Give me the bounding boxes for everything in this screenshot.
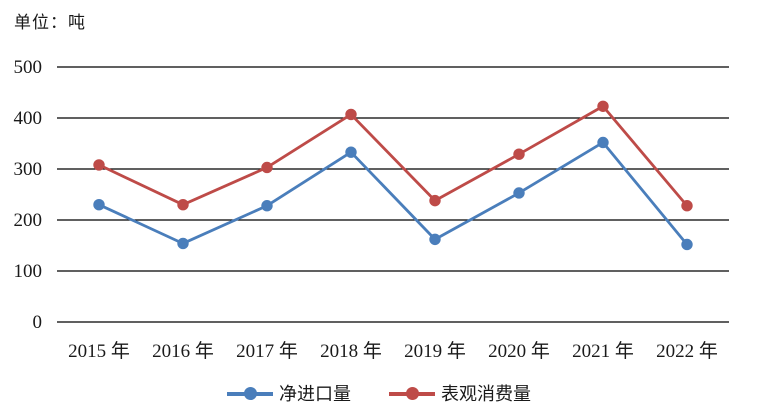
legend-item-apparent-consumption: 表观消费量: [389, 380, 531, 406]
chart-legend: 净进口量 表观消费量: [0, 378, 758, 408]
legend-label-net-imports: 净进口量: [279, 384, 351, 404]
data-point-marker: [597, 100, 609, 112]
data-point-marker: [345, 146, 357, 158]
line-marker-icon: [227, 386, 273, 400]
x-axis-tick-label: 2015 年: [68, 340, 130, 362]
legend-label-apparent-consumption: 表观消费量: [441, 384, 531, 404]
data-point-marker: [429, 194, 441, 207]
x-axis-tick-label: 2019 年: [404, 340, 466, 362]
data-point-marker: [261, 161, 273, 174]
x-axis-tick-label: 2017 年: [236, 340, 298, 362]
x-axis-tick-label: 2022 年: [656, 340, 718, 362]
data-point-marker: [177, 199, 189, 211]
data-point-marker: [681, 200, 693, 212]
x-axis-tick-label: 2021 年: [572, 340, 634, 362]
data-point-marker: [429, 233, 441, 246]
data-point-marker: [513, 187, 525, 199]
x-axis-tick-label: 2016 年: [152, 340, 214, 362]
y-axis-tick-label: 300: [14, 159, 43, 180]
chart-unit-label: 单位：吨: [14, 13, 86, 32]
y-axis-tick-label: 400: [14, 108, 43, 129]
x-axis-tick-label: 2018 年: [320, 340, 382, 362]
series-line: [98, 141, 689, 246]
data-point-marker: [513, 148, 525, 160]
line-marker-icon: [389, 386, 435, 400]
y-axis-tick-label: 100: [14, 261, 43, 282]
data-point-marker: [597, 136, 609, 149]
data-point-marker: [261, 200, 273, 212]
data-point-marker: [177, 237, 189, 250]
series-line: [98, 104, 689, 207]
data-point-marker: [93, 199, 105, 211]
data-point-marker: [345, 108, 357, 121]
y-axis-tick-label: 200: [14, 210, 43, 231]
y-axis-tick-label: 500: [14, 57, 43, 78]
legend-item-net-imports: 净进口量: [227, 380, 351, 406]
data-point-marker: [681, 238, 693, 251]
data-point-marker: [93, 159, 105, 171]
y-axis-tick-label: 0: [33, 312, 43, 333]
x-axis-tick-label: 2020 年: [488, 340, 550, 362]
